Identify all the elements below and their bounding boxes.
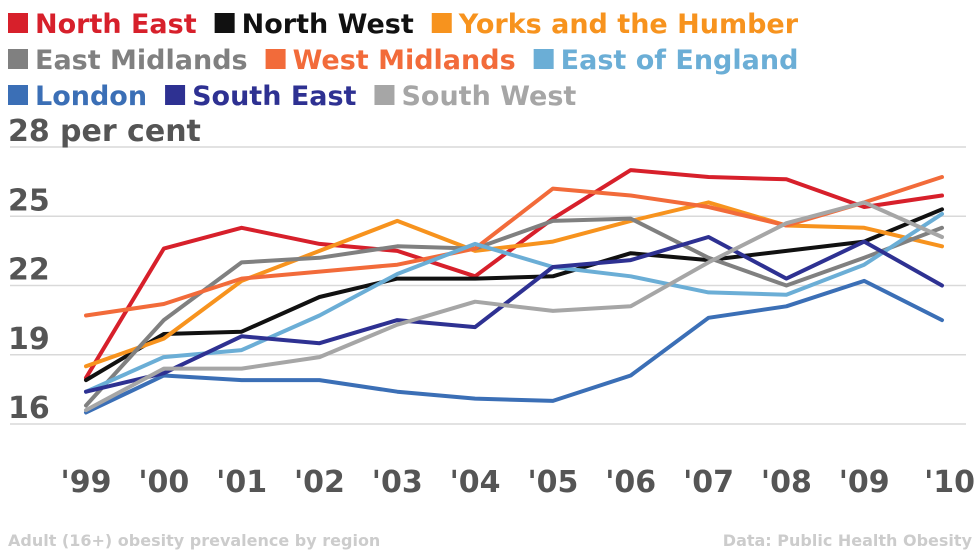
x-tick-label: '99 xyxy=(61,465,112,500)
series-line xyxy=(84,200,944,413)
legend-label: East of England xyxy=(561,45,799,76)
legend-swatch xyxy=(374,85,395,105)
x-tick-label: '08 xyxy=(761,465,812,500)
y-tick-label: 25 xyxy=(8,183,50,218)
y-tick-label: 28 xyxy=(8,114,50,149)
x-axis-ticks: '99 '00 '01 '02 '03 '04 '05 '06 '07 '08 '09 '10 xyxy=(61,465,975,500)
legend-swatch xyxy=(165,85,186,105)
x-tick-label: '02 xyxy=(294,465,345,500)
series-line xyxy=(84,278,944,415)
series-line xyxy=(84,200,944,369)
series-line xyxy=(84,207,944,383)
series-line xyxy=(84,211,944,394)
x-tick-label: '06 xyxy=(605,465,656,500)
y-axis-label: per cent xyxy=(60,114,201,149)
legend-swatch xyxy=(265,49,286,69)
x-tick-label: '10 xyxy=(924,465,975,500)
y-axis-ticks: 16 19 22 25 28 per cent xyxy=(8,114,201,426)
legend-swatch xyxy=(8,49,28,69)
x-tick-label: '04 xyxy=(450,465,501,500)
y-tick-label: 22 xyxy=(8,253,50,288)
series-lines xyxy=(84,168,944,415)
x-tick-label: '01 xyxy=(216,465,267,500)
legend-label: North West xyxy=(242,9,414,40)
x-tick-label: '00 xyxy=(138,465,189,500)
legend-label: South West xyxy=(401,81,576,112)
y-tick-label: 19 xyxy=(8,322,50,357)
legend-swatch xyxy=(8,13,28,33)
x-tick-label: '09 xyxy=(839,465,890,500)
legend-label: East Midlands xyxy=(35,45,248,76)
legend-label: West Midlands xyxy=(293,45,516,76)
legend-label: Yorks and the Humber xyxy=(458,9,799,40)
legend-swatch xyxy=(8,85,28,105)
legend-swatch xyxy=(533,49,554,69)
y-tick-label: 16 xyxy=(8,391,50,426)
series-line xyxy=(84,235,944,394)
legend-label: North East xyxy=(35,9,197,40)
legend-label: London xyxy=(35,81,147,112)
series-line xyxy=(84,216,944,408)
x-tick-label: '03 xyxy=(372,465,423,500)
chart-source: Data: Public Health Obesity xyxy=(723,531,973,550)
legend-swatch xyxy=(431,13,452,33)
x-tick-label: '07 xyxy=(683,465,734,500)
legend-swatch xyxy=(214,13,235,33)
legend-label: South East xyxy=(192,81,356,112)
chart-caption: Adult (16+) obesity prevalence by region xyxy=(8,531,380,550)
legend: North East North West Yorks and the Humber… xyxy=(8,9,799,112)
x-tick-label: '05 xyxy=(527,465,578,500)
